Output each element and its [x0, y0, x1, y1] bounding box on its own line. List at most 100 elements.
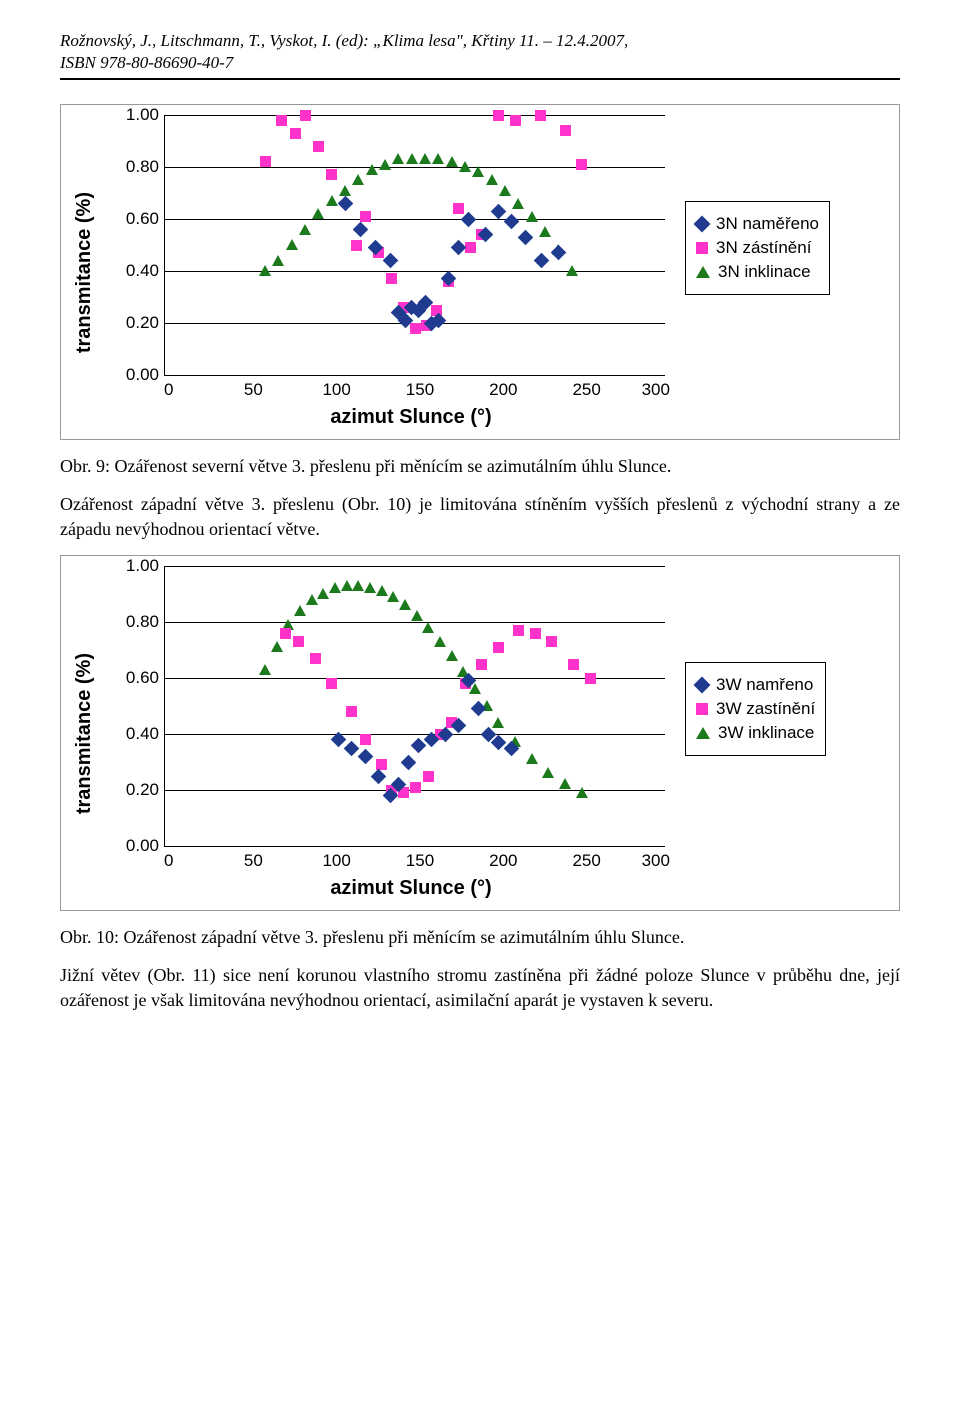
ytick-label: 1.00 — [115, 556, 159, 576]
chart-1-xticks: 050100150200250300 — [164, 380, 670, 400]
data-point — [512, 198, 524, 209]
data-point — [352, 222, 368, 238]
data-point — [326, 195, 338, 206]
data-point — [539, 226, 551, 237]
data-point — [401, 754, 417, 770]
data-point — [446, 650, 458, 661]
data-point — [371, 768, 387, 784]
legend-label: 3W zastínění — [716, 699, 815, 719]
xtick-label: 100 — [295, 851, 378, 871]
data-point — [259, 664, 271, 675]
data-point — [476, 659, 487, 670]
data-point — [465, 242, 476, 253]
xtick-label: 200 — [462, 380, 545, 400]
triangle-icon — [696, 266, 710, 278]
xtick-label: 300 — [628, 380, 670, 400]
data-point — [534, 253, 550, 269]
data-point — [517, 230, 533, 246]
legend-label: 3N inklinace — [718, 262, 811, 282]
data-point — [313, 141, 324, 152]
data-point — [364, 582, 376, 593]
chart-2-frame: transmitance (%) 0.000.200.400.600.801.0… — [60, 555, 900, 911]
page-header: Rožnovský, J., Litschmann, T., Vyskot, I… — [60, 30, 900, 74]
xtick-label: 0 — [164, 380, 212, 400]
data-point — [312, 208, 324, 219]
xtick-label: 300 — [628, 851, 670, 871]
data-point — [542, 767, 554, 778]
chart-1-frame: transmitance (%) 0.000.200.400.600.801.0… — [60, 104, 900, 440]
data-point — [357, 749, 373, 765]
header-line-1: Rožnovský, J., Litschmann, T., Vyskot, I… — [60, 30, 900, 52]
ytick-label: 0.40 — [115, 724, 159, 744]
legend-item: 3W inklinace — [696, 723, 815, 743]
chart-2-xticks: 050100150200250300 — [164, 851, 670, 871]
data-point — [366, 164, 378, 175]
data-point — [344, 740, 360, 756]
legend-item: 3W namřeno — [696, 675, 815, 695]
data-point — [293, 636, 304, 647]
data-point — [560, 125, 571, 136]
legend-label: 3W namřeno — [716, 675, 813, 695]
data-point — [411, 610, 423, 621]
data-point — [546, 636, 557, 647]
data-point — [300, 110, 311, 121]
data-point — [360, 211, 371, 222]
data-point — [530, 628, 541, 639]
ytick-label: 0.80 — [115, 612, 159, 632]
data-point — [399, 599, 411, 610]
chart-2-xlabel: azimut Slunce (°) — [158, 877, 664, 900]
legend-item: 3N zástínění — [696, 238, 819, 258]
data-point — [326, 678, 337, 689]
data-point — [346, 706, 357, 717]
legend-label: 3W inklinace — [718, 723, 814, 743]
gridline — [165, 566, 665, 567]
xtick-label: 150 — [378, 851, 461, 871]
chart-1-legend: 3N naměřeno3N zástínění3N inklinace — [685, 201, 830, 295]
square-icon — [696, 242, 708, 254]
chart-2-legend: 3W namřeno 3W zastínění 3W inklinace — [685, 662, 826, 756]
gridline — [165, 219, 665, 220]
data-point — [286, 239, 298, 250]
data-point — [387, 591, 399, 602]
ytick-label: 1.00 — [115, 105, 159, 125]
data-point — [472, 166, 484, 177]
chart-1-plot: 0.000.200.400.600.801.00 — [164, 115, 665, 376]
ytick-label: 0.00 — [115, 836, 159, 856]
data-point — [576, 159, 587, 170]
data-point — [406, 153, 418, 164]
data-point — [453, 203, 464, 214]
data-point — [352, 580, 364, 591]
square-icon — [696, 703, 708, 715]
data-point — [585, 673, 596, 684]
data-point — [306, 594, 318, 605]
data-point — [376, 585, 388, 596]
data-point — [272, 255, 284, 266]
data-point — [513, 625, 524, 636]
xtick-label: 150 — [378, 380, 461, 400]
data-point — [419, 153, 431, 164]
data-point — [341, 580, 353, 591]
xtick-label: 50 — [212, 851, 295, 871]
data-point — [386, 273, 397, 284]
data-point — [360, 734, 371, 745]
gridline — [165, 271, 665, 272]
data-point — [299, 224, 311, 235]
ytick-label: 0.80 — [115, 157, 159, 177]
xtick-label: 50 — [212, 380, 295, 400]
chart-1-ylabel: transmitance (%) — [73, 192, 96, 353]
data-point — [337, 196, 353, 212]
data-point — [410, 782, 421, 793]
data-point — [392, 153, 404, 164]
data-point — [382, 253, 398, 269]
data-point — [259, 265, 271, 276]
ytick-label: 0.20 — [115, 313, 159, 333]
data-point — [379, 159, 391, 170]
data-point — [492, 717, 504, 728]
data-point — [422, 622, 434, 633]
gridline — [165, 115, 665, 116]
caption-2: Obr. 10: Ozářenost západní větve 3. přes… — [60, 925, 900, 949]
xtick-label: 100 — [295, 380, 378, 400]
chart-2-plot: 0.000.200.400.600.801.00 — [164, 566, 665, 847]
chart-1-xlabel: azimut Slunce (°) — [158, 406, 664, 429]
data-point — [566, 265, 578, 276]
